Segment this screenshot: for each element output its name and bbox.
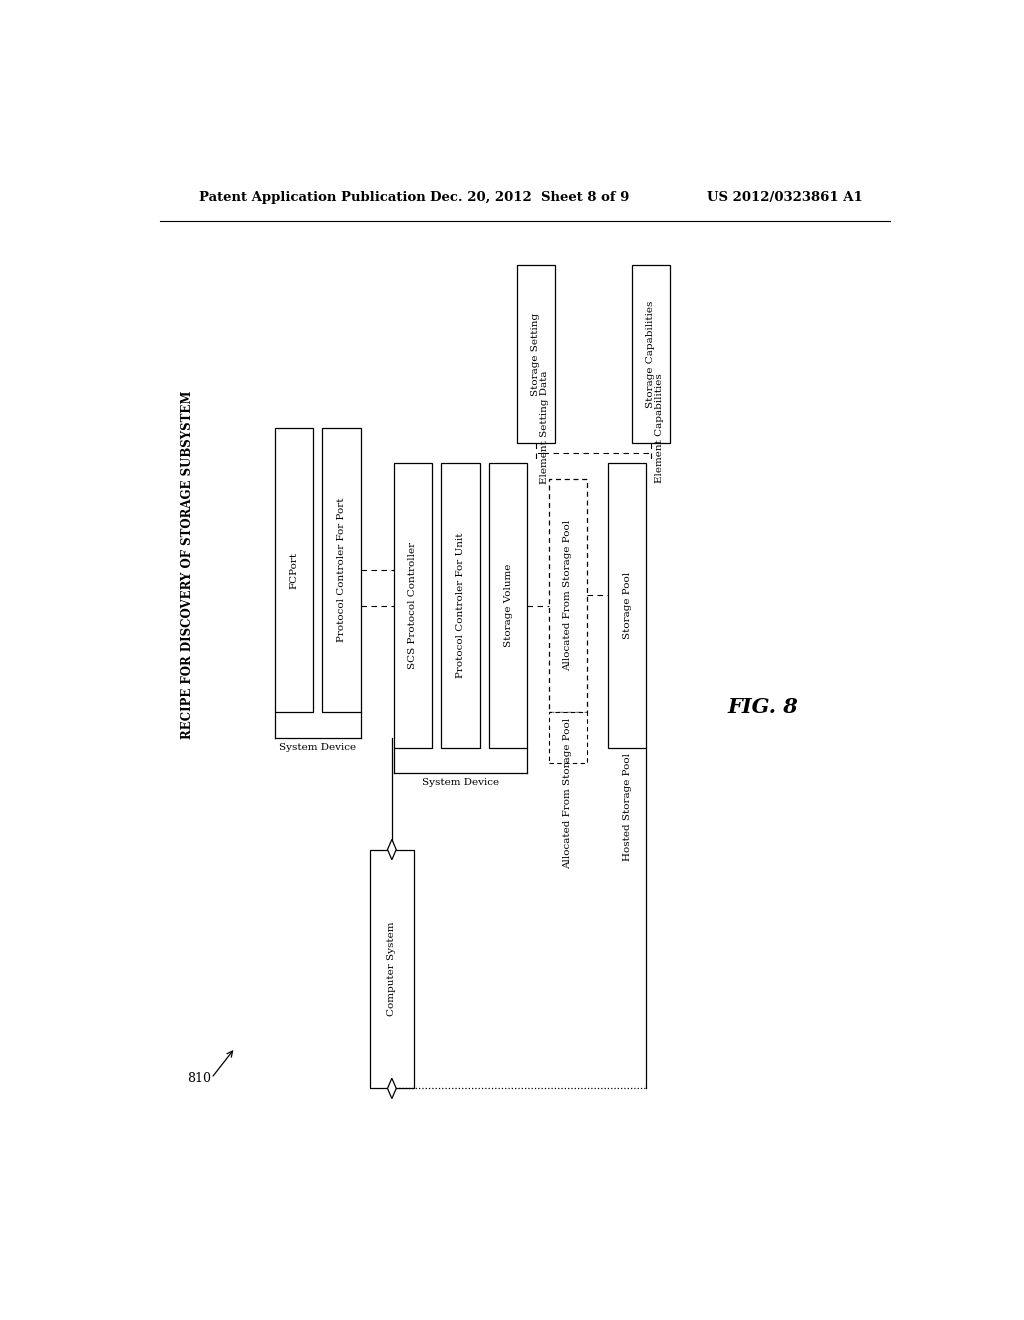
Text: Protocol Controler For Unit: Protocol Controler For Unit <box>456 533 465 678</box>
Polygon shape <box>387 1078 396 1098</box>
Text: Allocated From Storage Pool: Allocated From Storage Pool <box>563 718 572 869</box>
Text: Storage Pool: Storage Pool <box>623 572 632 639</box>
Text: System Device: System Device <box>280 743 356 752</box>
Text: Protocol Controler For Port: Protocol Controler For Port <box>337 498 346 643</box>
Text: SCS Protocol Controller: SCS Protocol Controller <box>409 543 418 669</box>
Bar <box>549 713 587 763</box>
Text: Storage Setting: Storage Setting <box>531 313 541 396</box>
Bar <box>323 428 360 713</box>
Bar <box>632 265 670 444</box>
Text: Hosted Storage Pool: Hosted Storage Pool <box>623 752 632 861</box>
Text: Storage Volume: Storage Volume <box>504 564 513 647</box>
Polygon shape <box>387 840 396 859</box>
Bar <box>274 428 313 713</box>
Text: RECIPE FOR DISCOVERY OF STORAGE SUBSYSTEM: RECIPE FOR DISCOVERY OF STORAGE SUBSYSTE… <box>181 391 194 739</box>
Bar <box>441 463 479 748</box>
Text: Computer System: Computer System <box>387 921 396 1016</box>
Text: Patent Application Publication: Patent Application Publication <box>200 191 426 203</box>
Bar <box>370 850 414 1089</box>
Text: Storage Capabilities: Storage Capabilities <box>646 301 655 408</box>
Bar <box>608 463 646 748</box>
Bar <box>517 265 555 444</box>
Text: FCPort: FCPort <box>290 552 298 589</box>
Bar <box>489 463 527 748</box>
Text: Dec. 20, 2012  Sheet 8 of 9: Dec. 20, 2012 Sheet 8 of 9 <box>430 191 629 203</box>
Text: System Device: System Device <box>422 779 499 788</box>
Bar <box>394 463 432 748</box>
Text: Allocated From Storage Pool: Allocated From Storage Pool <box>563 520 572 671</box>
Text: FIG. 8: FIG. 8 <box>727 697 799 717</box>
Text: 810: 810 <box>187 1072 211 1085</box>
Text: Element Setting Data: Element Setting Data <box>540 371 549 484</box>
Bar <box>549 479 587 713</box>
Text: Element Capabilities: Element Capabilities <box>655 372 664 483</box>
Text: US 2012/0323861 A1: US 2012/0323861 A1 <box>708 191 863 203</box>
